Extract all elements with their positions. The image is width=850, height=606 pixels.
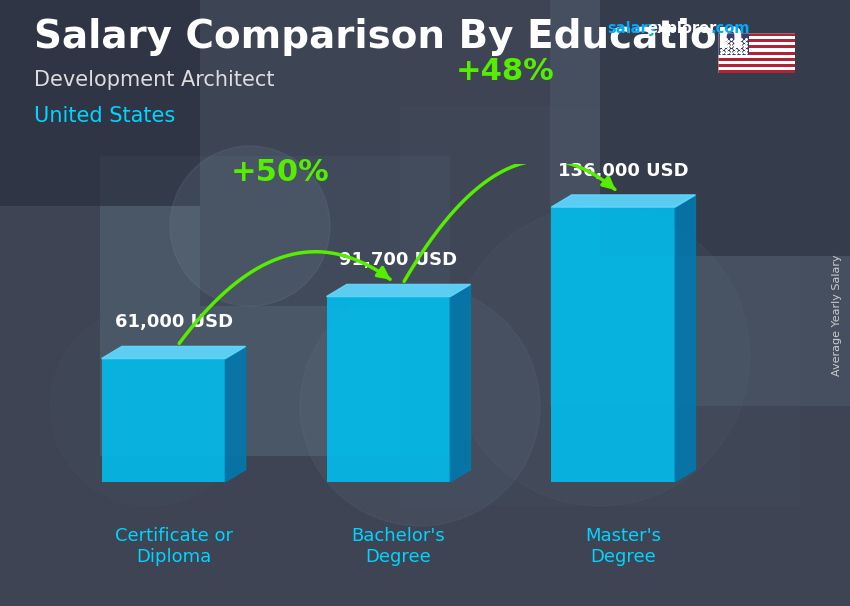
Text: 136,000 USD: 136,000 USD (558, 162, 688, 180)
Text: United States: United States (34, 106, 175, 126)
Bar (400, 106, 800, 506)
Polygon shape (450, 284, 471, 482)
Bar (718, 61, 795, 64)
Polygon shape (675, 195, 695, 482)
Bar (718, 33, 795, 36)
Text: +50%: +50% (231, 158, 330, 187)
Circle shape (50, 306, 250, 506)
Text: Salary Comparison By Education: Salary Comparison By Education (34, 18, 745, 56)
Bar (718, 33, 749, 55)
Bar (718, 45, 795, 48)
Bar (718, 48, 795, 52)
Circle shape (300, 286, 540, 526)
Bar (102, 359, 225, 482)
Text: Master's
Degree: Master's Degree (586, 527, 661, 566)
Bar (326, 296, 451, 482)
Text: 91,700 USD: 91,700 USD (339, 251, 457, 269)
Circle shape (450, 206, 750, 506)
Bar (100, 156, 450, 456)
Polygon shape (552, 195, 695, 207)
Text: explorer: explorer (648, 21, 717, 36)
Bar (718, 55, 795, 58)
Bar (718, 64, 795, 67)
Bar (600, 0, 850, 256)
Text: salary: salary (608, 21, 658, 36)
Text: .com: .com (711, 21, 750, 36)
Text: Average Yearly Salary: Average Yearly Salary (832, 255, 842, 376)
Bar (718, 70, 795, 73)
Text: Development Architect: Development Architect (34, 70, 275, 90)
Text: 61,000 USD: 61,000 USD (115, 313, 233, 331)
Bar (718, 67, 795, 70)
Bar (718, 52, 795, 55)
Bar (718, 36, 795, 39)
Bar (718, 42, 795, 45)
Text: Bachelor's
Degree: Bachelor's Degree (352, 527, 445, 566)
Circle shape (170, 146, 330, 306)
Polygon shape (326, 284, 471, 296)
Bar (718, 39, 795, 42)
Bar (0, 0, 200, 206)
Bar (200, 0, 400, 306)
Bar (552, 207, 675, 482)
Bar (550, 0, 850, 406)
Text: Certificate or
Diploma: Certificate or Diploma (115, 527, 233, 566)
Polygon shape (102, 347, 246, 359)
Bar (718, 58, 795, 61)
Text: +48%: +48% (456, 57, 555, 86)
Polygon shape (225, 347, 246, 482)
